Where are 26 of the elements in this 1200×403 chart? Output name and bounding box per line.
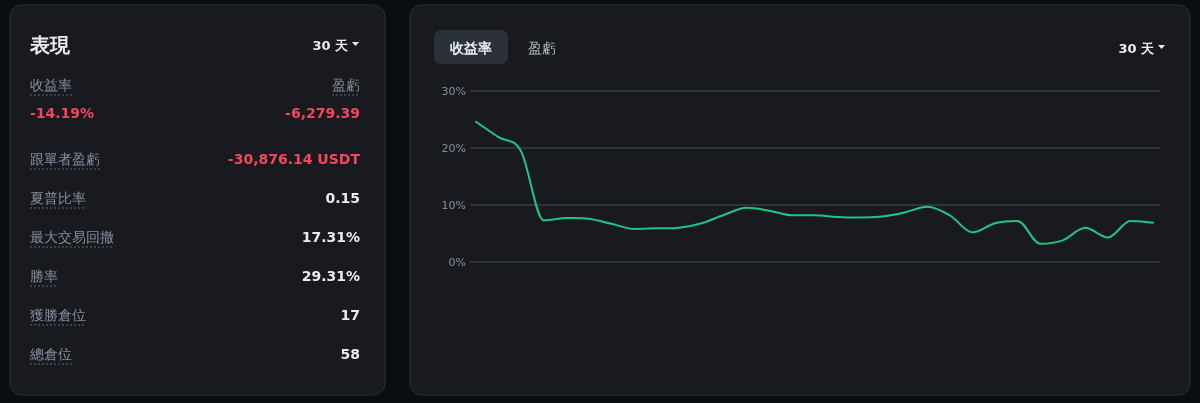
text: 0.15	[325, 190, 360, 206]
category-label: 跟單者盈虧	[30, 151, 100, 167]
category-label: 盈虧	[332, 77, 360, 93]
text: 17	[340, 307, 360, 323]
y-tick-label: 20%	[441, 142, 466, 155]
y-tick-label: 30%	[441, 85, 466, 98]
line-series	[475, 120, 1154, 245]
text: 29.31%	[301, 268, 360, 284]
text: -6,279.39	[285, 105, 360, 121]
text: 表現	[29, 33, 71, 57]
text: 盈虧	[528, 40, 556, 56]
text: -14.19%	[30, 105, 95, 121]
category-label: 收益率	[30, 77, 72, 93]
y-tick-label: 0%	[448, 256, 466, 269]
category-label: 獲勝倉位	[30, 307, 86, 323]
y-tick-label: 10%	[441, 199, 466, 212]
category-label: 最大交易回撤	[30, 229, 114, 245]
category-label: 總倉位	[29, 346, 72, 362]
text: 58	[340, 346, 360, 362]
text: -30,876.14 USDT	[227, 151, 360, 167]
text: 30 天	[1118, 41, 1155, 56]
category-label: 夏普比率	[30, 190, 86, 206]
category-label: 勝率	[30, 268, 58, 284]
text: 收益率	[450, 40, 492, 56]
text: 30 天	[312, 38, 349, 53]
text: 17.31%	[301, 229, 360, 245]
